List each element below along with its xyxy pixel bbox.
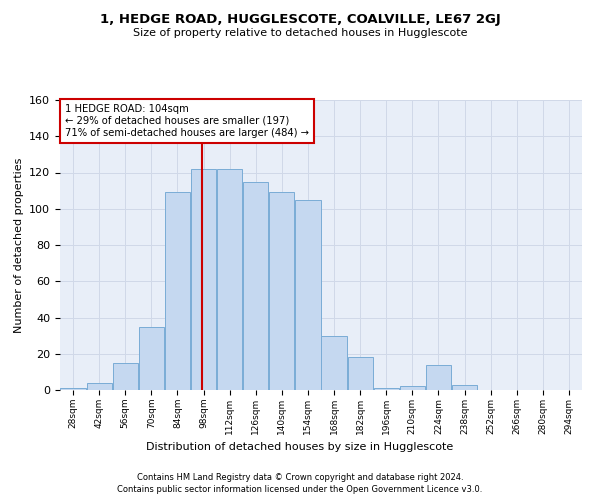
Text: Contains public sector information licensed under the Open Government Licence v3: Contains public sector information licen… xyxy=(118,485,482,494)
Bar xyxy=(243,182,268,390)
Bar xyxy=(165,192,190,390)
Bar xyxy=(86,383,112,390)
Bar xyxy=(426,364,451,390)
Bar xyxy=(374,388,399,390)
Bar xyxy=(269,192,295,390)
Text: Distribution of detached houses by size in Hugglescote: Distribution of detached houses by size … xyxy=(146,442,454,452)
Text: 1, HEDGE ROAD, HUGGLESCOTE, COALVILLE, LE67 2GJ: 1, HEDGE ROAD, HUGGLESCOTE, COALVILLE, L… xyxy=(100,12,500,26)
Bar xyxy=(217,169,242,390)
Text: Size of property relative to detached houses in Hugglescote: Size of property relative to detached ho… xyxy=(133,28,467,38)
Bar xyxy=(322,336,347,390)
Bar xyxy=(61,388,86,390)
Bar xyxy=(452,384,477,390)
Bar xyxy=(400,386,425,390)
Text: 1 HEDGE ROAD: 104sqm
← 29% of detached houses are smaller (197)
71% of semi-deta: 1 HEDGE ROAD: 104sqm ← 29% of detached h… xyxy=(65,104,309,138)
Bar xyxy=(113,363,138,390)
Bar xyxy=(191,169,216,390)
Text: Contains HM Land Registry data © Crown copyright and database right 2024.: Contains HM Land Registry data © Crown c… xyxy=(137,472,463,482)
Y-axis label: Number of detached properties: Number of detached properties xyxy=(14,158,23,332)
Bar xyxy=(295,200,320,390)
Bar xyxy=(139,326,164,390)
Bar xyxy=(347,358,373,390)
